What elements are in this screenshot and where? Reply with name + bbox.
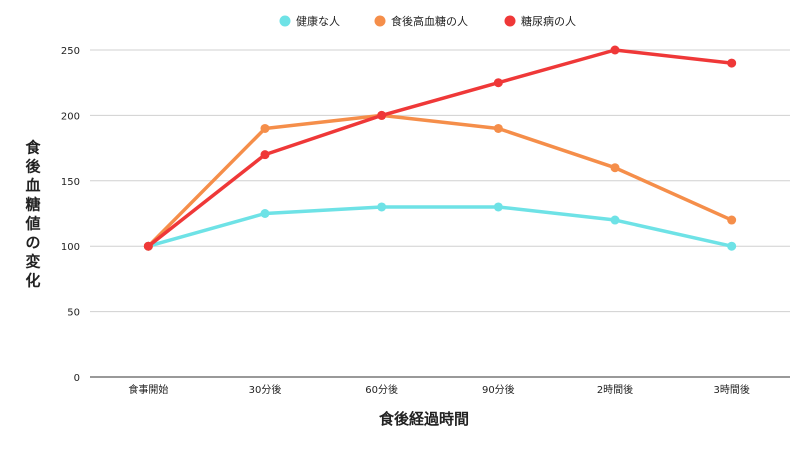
- series-line: [146, 48, 734, 248]
- legend-marker: [279, 15, 291, 27]
- series-line: [146, 205, 734, 248]
- x-tick-label: 3時間後: [713, 383, 749, 396]
- series-group: [143, 45, 737, 251]
- data-point: [727, 215, 737, 225]
- y-axis-title-char: の: [25, 234, 40, 252]
- y-axis-title-char: 化: [25, 272, 40, 290]
- series-3: [143, 45, 737, 251]
- y-axis-title-char: 血: [25, 177, 40, 195]
- legend-marker: [374, 15, 386, 27]
- legend-item[interactable]: 健康な人: [279, 14, 341, 28]
- x-tick-label: 90分後: [482, 383, 515, 396]
- data-point: [493, 78, 503, 88]
- data-point: [493, 123, 503, 133]
- x-tick-label: 2時間後: [597, 383, 633, 396]
- y-tick-label: 200: [61, 111, 80, 122]
- y-tick-label: 100: [61, 242, 80, 253]
- data-point: [143, 241, 153, 251]
- legend-label: 食後高血糖の人: [391, 14, 468, 28]
- series-1: [143, 202, 737, 251]
- data-point: [377, 110, 387, 120]
- y-tick-label: 0: [74, 373, 80, 384]
- data-point: [610, 215, 620, 225]
- y-axis-ticks: 0 50 100 150 200 250: [61, 46, 80, 384]
- x-axis-title: 食後経過時間: [379, 410, 469, 428]
- data-point: [260, 123, 270, 133]
- x-axis-ticks: 食事開始 30分後 60分後 90分後 2時間後 3時間後: [128, 383, 750, 396]
- y-axis-title-char: 後: [24, 158, 41, 176]
- x-tick-label: 食事開始: [128, 383, 168, 396]
- grid-lines: [90, 49, 790, 378]
- y-axis-title-char: 糖: [25, 196, 40, 214]
- data-point: [260, 150, 270, 160]
- y-tick-label: 150: [61, 177, 80, 188]
- data-point: [727, 58, 737, 68]
- data-point: [377, 202, 387, 212]
- y-axis-title-char: 食: [25, 139, 41, 157]
- series-line: [146, 113, 734, 248]
- x-tick-label: 30分後: [249, 383, 282, 396]
- y-axis-title-char: 値: [24, 215, 40, 233]
- y-axis-title-char: 変: [25, 253, 40, 271]
- data-point: [493, 202, 503, 212]
- data-point: [610, 45, 620, 55]
- legend-item[interactable]: 糖尿病の人: [504, 14, 577, 28]
- y-tick-label: 250: [61, 46, 80, 57]
- data-point: [610, 163, 620, 173]
- legend-label: 健康な人: [296, 14, 340, 28]
- data-point: [260, 209, 270, 218]
- legend-marker: [504, 15, 516, 27]
- legend-item[interactable]: 食後高血糖の人: [374, 14, 469, 28]
- chart-legend: 健康な人 食後高血糖の人 糖尿病の人: [279, 14, 577, 28]
- y-tick-label: 50: [67, 308, 80, 319]
- data-point: [727, 241, 737, 251]
- legend-label: 糖尿病の人: [521, 14, 576, 28]
- x-tick-label: 60分後: [365, 383, 398, 396]
